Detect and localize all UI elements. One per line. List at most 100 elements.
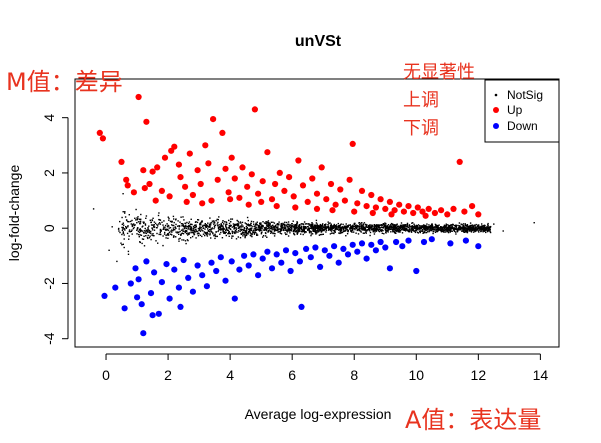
- notsig-point: [459, 228, 461, 230]
- notsig-point: [184, 230, 187, 233]
- notsig-point: [178, 225, 180, 227]
- notsig-point: [422, 225, 424, 228]
- notsig-point: [422, 232, 424, 234]
- notsig-point: [412, 229, 414, 232]
- notsig-point: [390, 224, 392, 226]
- down-point: [231, 295, 238, 302]
- notsig-point: [397, 225, 399, 227]
- up-point: [251, 106, 258, 113]
- notsig-point: [128, 235, 130, 237]
- notsig-point: [150, 230, 152, 233]
- notsig-point: [144, 223, 147, 225]
- up-point: [388, 211, 395, 218]
- notsig-point: [290, 225, 292, 227]
- notsig-point: [429, 226, 431, 228]
- notsig-point: [133, 226, 135, 229]
- notsig-point: [190, 231, 192, 234]
- notsig-point: [247, 231, 249, 234]
- notsig-point: [173, 229, 175, 231]
- notsig-point: [192, 228, 194, 230]
- up-annotation: 上调: [403, 90, 439, 111]
- notsig-point: [487, 228, 489, 230]
- down-point: [331, 243, 338, 250]
- notsig-point: [475, 223, 477, 226]
- notsig-point: [187, 239, 189, 242]
- notsig-point: [469, 222, 472, 224]
- notsig-point: [268, 224, 271, 227]
- notsig-point: [136, 229, 138, 231]
- notsig-point: [167, 224, 169, 227]
- notsig-point: [332, 232, 334, 234]
- notsig-point: [372, 228, 375, 230]
- notsig-point: [365, 229, 367, 231]
- notsig-point: [338, 225, 340, 227]
- notsig-point: [262, 221, 264, 223]
- notsig-point: [346, 225, 349, 227]
- notsig-point: [290, 230, 292, 232]
- notsig-point: [345, 235, 347, 237]
- x-tick-label: 10: [408, 367, 424, 383]
- notsig-point: [377, 224, 379, 226]
- notsig-point: [424, 228, 427, 231]
- notsig-point: [158, 212, 160, 214]
- notsig-point: [424, 224, 426, 227]
- notsig-point: [142, 225, 144, 227]
- notsig-point: [236, 224, 238, 227]
- notsig-point: [223, 221, 226, 223]
- notsig-point: [367, 228, 370, 230]
- notsig-point: [195, 237, 197, 239]
- notsig-point: [138, 229, 141, 231]
- notsig-point: [465, 227, 467, 229]
- notsig-point: [380, 230, 383, 232]
- notsig-point: [422, 229, 424, 231]
- up-point: [214, 176, 221, 183]
- notsig-point: [270, 225, 273, 227]
- notsig-point: [217, 218, 219, 221]
- notsig-point: [197, 235, 200, 237]
- notsig-point: [412, 222, 414, 224]
- notsig-point: [285, 224, 287, 226]
- notsig-point: [281, 226, 283, 228]
- notsig-point: [210, 224, 212, 226]
- notsig-point: [236, 223, 239, 225]
- notsig-point: [244, 230, 246, 232]
- up-point: [292, 204, 299, 211]
- notsig-point: [254, 231, 256, 234]
- notsig-point: [261, 231, 263, 233]
- notsig-point: [223, 228, 225, 230]
- notsig-point: [338, 228, 340, 231]
- notsig-point: [483, 225, 485, 227]
- notsig-point: [447, 231, 450, 234]
- down-point: [377, 238, 384, 246]
- notsig-point: [440, 228, 442, 231]
- notsig-point: [225, 234, 227, 237]
- x-tick-label: 0: [102, 367, 110, 383]
- notsig-point: [217, 230, 219, 233]
- notsig-point: [422, 230, 424, 233]
- notsig-point: [241, 229, 244, 231]
- down-point: [112, 284, 119, 291]
- notsig-point: [204, 225, 207, 227]
- notsig-point: [303, 225, 305, 228]
- notsig-point: [309, 230, 311, 232]
- notsig-point: [443, 230, 445, 232]
- notsig-point: [132, 227, 135, 230]
- notsig-point: [199, 226, 201, 228]
- notsig-point: [133, 224, 136, 227]
- notsig-point: [294, 225, 296, 227]
- notsig-point: [315, 219, 318, 222]
- notsig-point: [315, 233, 317, 235]
- up-point: [369, 209, 376, 217]
- notsig-point: [211, 220, 214, 222]
- notsig-point: [149, 219, 151, 221]
- notsig-point: [274, 225, 276, 227]
- notsig-point: [201, 235, 203, 238]
- notsig-point: [335, 224, 338, 226]
- notsig-point: [128, 238, 130, 240]
- notsig-point: [295, 229, 297, 231]
- notsig-point: [363, 222, 366, 224]
- notsig-point: [139, 220, 142, 222]
- notsig-point: [185, 227, 188, 230]
- notsig-point: [465, 231, 468, 233]
- down-point: [149, 312, 156, 319]
